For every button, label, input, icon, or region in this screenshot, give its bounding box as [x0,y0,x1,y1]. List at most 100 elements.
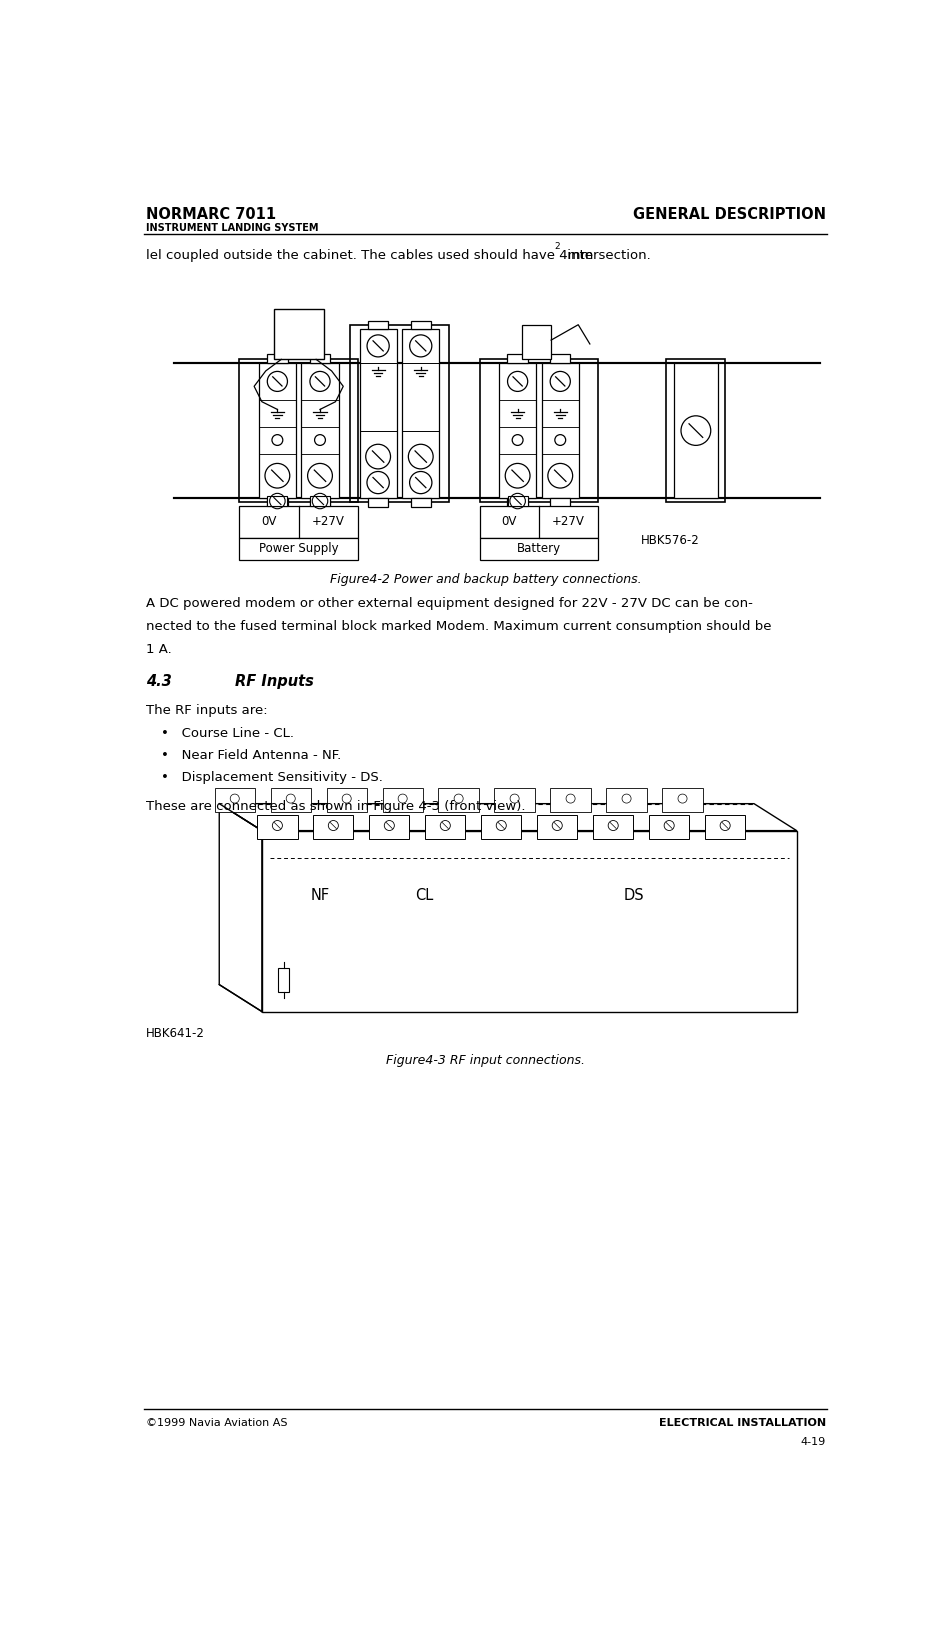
Bar [541,363,579,498]
Text: NF: NF [310,889,330,904]
Text: 0V: 0V [501,516,517,529]
Text: •   Displacement Sensitivity - DS.: • Displacement Sensitivity - DS. [161,770,383,783]
Bar [550,498,571,508]
Bar [550,353,571,363]
Bar [425,816,465,838]
Bar [240,537,358,560]
Bar [507,353,528,363]
Bar [369,816,410,838]
Circle shape [342,794,351,803]
Bar [482,816,521,838]
Bar [274,309,324,360]
Text: A DC powered modem or other external equipment designed for 22V - 27V DC can be : A DC powered modem or other external equ… [146,596,753,609]
Bar [507,497,528,506]
Bar [240,360,358,501]
Text: ©1999 Navia Aviation AS: ©1999 Navia Aviation AS [146,1418,287,1428]
Bar [214,788,255,812]
Text: DS: DS [624,889,645,904]
Bar [674,363,718,498]
Text: Battery: Battery [517,542,561,555]
Text: ELECTRICAL INSTALLATION: ELECTRICAL INSTALLATION [659,1418,826,1428]
Bar [499,363,537,498]
Bar [495,788,535,812]
Text: These are connected as shown in Figure 4-3 (front view).: These are connected as shown in Figure 4… [146,799,525,812]
Bar [359,329,396,498]
Bar [310,497,330,506]
Circle shape [286,794,295,803]
Bar [167,247,828,537]
Bar [607,788,647,812]
Bar [593,816,633,838]
Bar [267,497,287,506]
Text: Power Supply: Power Supply [259,542,338,555]
Bar [649,816,689,838]
Bar [259,363,296,498]
Bar [257,816,298,838]
Circle shape [720,821,730,830]
Bar [326,788,367,812]
Bar [705,816,745,838]
Text: HBK641-2: HBK641-2 [146,1027,205,1040]
Bar [350,324,449,501]
Text: lel coupled outside the cabinet. The cables used should have 4mm: lel coupled outside the cabinet. The cab… [146,249,593,262]
Bar [301,363,338,498]
Text: The RF inputs are:: The RF inputs are: [146,705,267,718]
Text: Figure4-2 Power and backup battery connections.: Figure4-2 Power and backup battery conne… [330,573,642,586]
Circle shape [454,794,464,803]
Bar [439,788,479,812]
Text: 4.3: 4.3 [146,674,172,689]
Bar [410,498,431,508]
Bar [267,498,287,508]
Bar [521,324,551,360]
Bar [480,537,598,560]
Bar [480,360,598,501]
Circle shape [496,821,506,830]
Text: HBK576-2: HBK576-2 [641,534,700,547]
Circle shape [230,794,239,803]
Circle shape [440,821,450,830]
Bar [368,321,389,329]
Text: •   Near Field Antenna - NF.: • Near Field Antenna - NF. [161,749,341,762]
Circle shape [272,821,283,830]
Bar [240,506,358,537]
Circle shape [665,821,674,830]
Bar [267,353,287,363]
Bar [538,816,577,838]
Text: •   Course Line - CL.: • Course Line - CL. [161,728,294,741]
Text: NORMARC 7011: NORMARC 7011 [146,207,276,221]
Bar [310,353,330,363]
Circle shape [510,794,520,803]
Text: Figure4-3 RF input connections.: Figure4-3 RF input connections. [387,1053,585,1066]
Bar [310,498,330,508]
Text: 4-19: 4-19 [801,1438,826,1447]
Circle shape [678,794,687,803]
Bar [480,506,598,537]
Bar [262,830,796,1011]
Bar [410,321,431,329]
Bar [313,816,354,838]
Circle shape [384,821,394,830]
Bar [270,788,311,812]
Bar [663,788,702,812]
Circle shape [328,821,338,830]
Text: 2: 2 [555,243,560,251]
Circle shape [552,821,562,830]
Text: CL: CL [415,889,434,904]
Circle shape [398,794,408,803]
Text: +27V: +27V [552,516,585,529]
Bar [666,360,725,501]
Bar [368,498,389,508]
Circle shape [622,794,631,803]
Text: RF Inputs: RF Inputs [235,674,314,689]
Bar [551,788,591,812]
Circle shape [566,794,575,803]
Text: +27V: +27V [312,516,345,529]
Bar [402,329,439,498]
Text: 1 A.: 1 A. [146,643,172,656]
Circle shape [609,821,618,830]
Bar [507,498,528,508]
Text: GENERAL DESCRIPTION: GENERAL DESCRIPTION [633,207,826,221]
Text: INSTRUMENT LANDING SYSTEM: INSTRUMENT LANDING SYSTEM [146,223,319,233]
Text: intersection.: intersection. [562,249,650,262]
Bar [278,967,289,993]
